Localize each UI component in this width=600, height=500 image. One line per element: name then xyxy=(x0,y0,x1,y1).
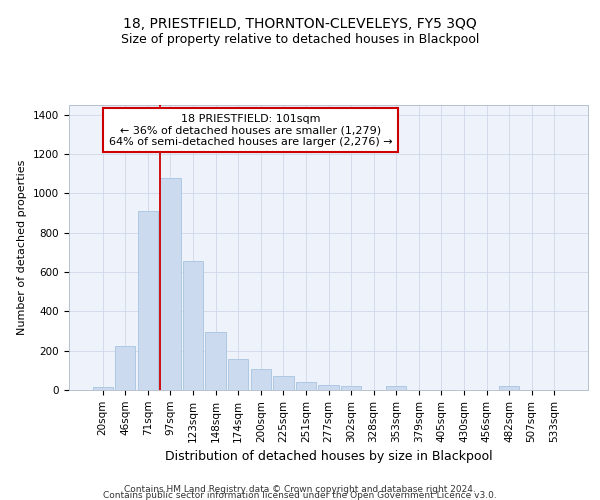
Bar xyxy=(386,386,406,390)
Bar xyxy=(341,386,361,390)
Bar xyxy=(296,382,316,390)
Bar xyxy=(228,358,248,390)
Bar xyxy=(183,262,203,390)
Text: Contains HM Land Registry data © Crown copyright and database right 2024.: Contains HM Land Registry data © Crown c… xyxy=(124,484,476,494)
Bar xyxy=(273,376,293,390)
Text: 18, PRIESTFIELD, THORNTON-CLEVELEYS, FY5 3QQ: 18, PRIESTFIELD, THORNTON-CLEVELEYS, FY5… xyxy=(123,18,477,32)
Bar xyxy=(251,370,271,390)
Bar xyxy=(115,346,136,390)
Bar xyxy=(92,387,113,390)
Bar xyxy=(205,332,226,390)
X-axis label: Distribution of detached houses by size in Blackpool: Distribution of detached houses by size … xyxy=(164,450,493,463)
Bar xyxy=(319,385,338,390)
Bar xyxy=(499,386,519,390)
Y-axis label: Number of detached properties: Number of detached properties xyxy=(17,160,28,335)
Text: 18 PRIESTFIELD: 101sqm
← 36% of detached houses are smaller (1,279)
64% of semi-: 18 PRIESTFIELD: 101sqm ← 36% of detached… xyxy=(109,114,392,147)
Bar xyxy=(138,211,158,390)
Bar xyxy=(160,178,181,390)
Text: Contains public sector information licensed under the Open Government Licence v3: Contains public sector information licen… xyxy=(103,490,497,500)
Text: Size of property relative to detached houses in Blackpool: Size of property relative to detached ho… xyxy=(121,32,479,46)
